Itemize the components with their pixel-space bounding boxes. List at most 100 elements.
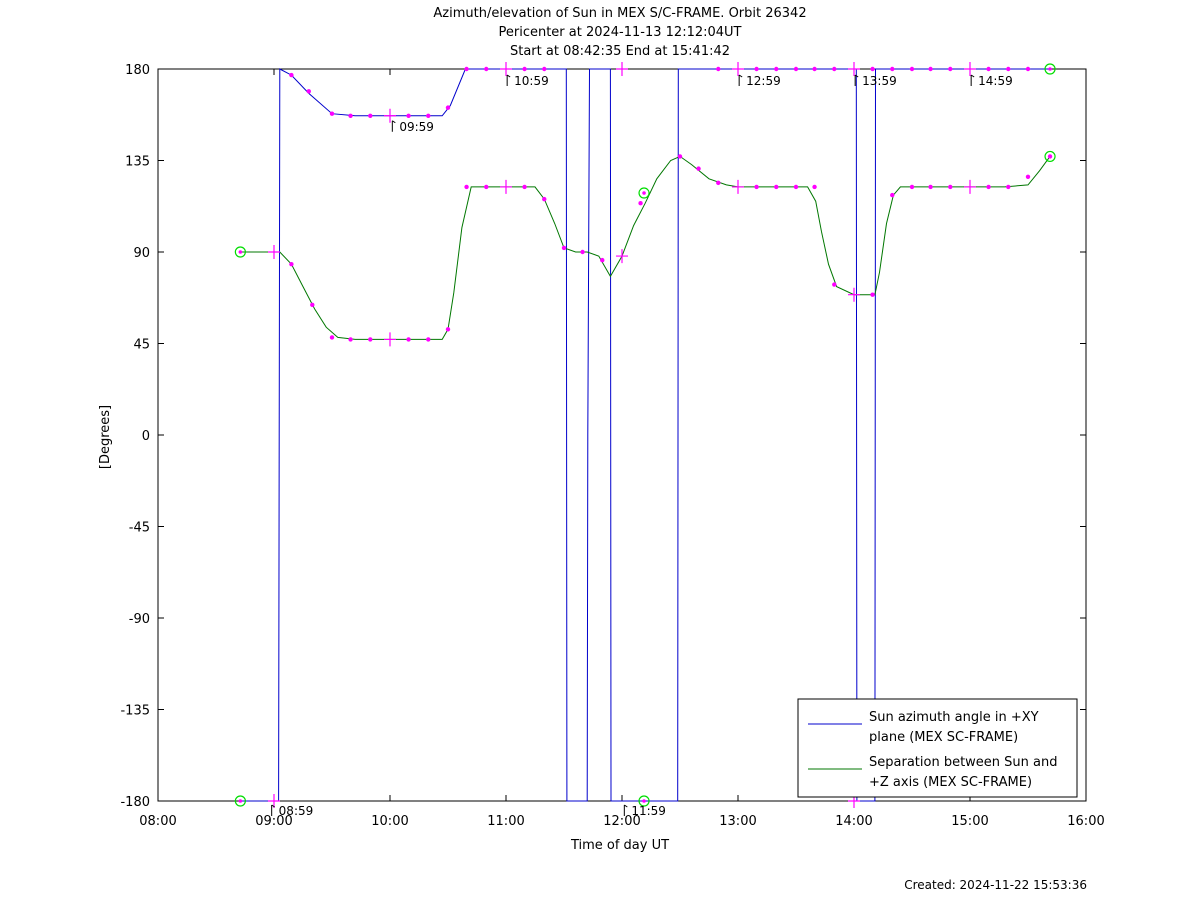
- endpoint-circle-marker: [1044, 63, 1056, 75]
- data-point-marker: [1025, 174, 1031, 179]
- data-point-marker: [754, 184, 759, 190]
- endpoint-dot-marker: [642, 799, 646, 803]
- data-point-marker: [484, 66, 489, 72]
- endpoint-circle-marker: [638, 187, 650, 199]
- y-tick-label: 0: [142, 429, 150, 444]
- time-annotation: 08:59: [279, 804, 314, 818]
- data-point-marker: [289, 72, 294, 78]
- data-point-marker: [426, 113, 431, 118]
- y-tick-label: -135: [120, 704, 150, 719]
- time-annotation: 12:59: [746, 74, 781, 88]
- data-point-marker: [948, 184, 953, 190]
- data-point-marker: [368, 337, 373, 342]
- data-point-marker: [890, 66, 895, 72]
- data-point-marker: [1006, 184, 1011, 190]
- endpoint-circle-marker: [234, 795, 246, 807]
- title-line: Pericenter at 2024-11-13 12:12:04UT: [498, 25, 741, 40]
- endpoint-dot-marker: [238, 799, 243, 803]
- hour-cross-marker: [268, 794, 280, 808]
- annotation-tick-hook: [624, 804, 628, 808]
- series-line-0: [240, 68, 1050, 802]
- legend-label: Sun azimuth angle in +XY: [869, 710, 1039, 725]
- data-point-marker: [909, 66, 915, 72]
- y-tick-label: -45: [129, 521, 150, 536]
- hour-cross-marker: [384, 332, 396, 347]
- data-point-marker: [870, 66, 875, 72]
- data-point-marker: [348, 337, 353, 342]
- data-point-marker: [522, 66, 527, 72]
- annotation-tick-hook: [738, 74, 743, 78]
- hour-cross-marker: [964, 62, 976, 76]
- x-tick-label: 10:00: [371, 814, 408, 829]
- data-point-marker: [464, 184, 469, 190]
- x-axis-label: Time of day UT: [570, 838, 669, 853]
- hour-cross-marker: [616, 249, 628, 264]
- time-annotation: 09:59: [399, 120, 434, 134]
- data-point-marker: [406, 337, 411, 342]
- hour-cross-marker: [500, 62, 512, 76]
- chart-title: Azimuth/elevation of Sun in MEX S/C-FRAM…: [433, 6, 806, 59]
- data-point-marker: [716, 66, 721, 72]
- data-point-marker: [445, 105, 451, 110]
- data-point-marker: [774, 66, 779, 72]
- data-point-marker: [754, 66, 759, 72]
- data-point-marker: [696, 166, 701, 171]
- created-timestamp: Created: 2024-11-22 15:53:36: [904, 878, 1087, 892]
- data-point-marker: [1025, 66, 1031, 72]
- data-point-marker: [445, 327, 451, 332]
- endpoint-dot-marker: [1048, 154, 1052, 159]
- data-point-marker: [909, 184, 915, 190]
- time-annotation: 13:59: [862, 74, 897, 88]
- hour-cross-marker: [964, 179, 976, 194]
- hour-cross-marker: [732, 62, 744, 76]
- x-tick-label: 09:00: [255, 814, 292, 829]
- annotation-tick-hook: [970, 74, 975, 78]
- data-point-marker: [716, 180, 721, 186]
- hour-cross-marker: [848, 62, 860, 76]
- annotation-tick-hook: [854, 74, 859, 78]
- hour-cross-marker: [268, 245, 280, 259]
- data-point-marker: [638, 201, 643, 206]
- x-tick-label: 16:00: [1067, 814, 1104, 829]
- data-point-marker: [542, 196, 547, 202]
- endpoint-circle-marker: [638, 795, 650, 807]
- x-tick-label: 08:00: [139, 814, 176, 829]
- data-point-marker: [580, 249, 585, 255]
- data-point-marker: [329, 335, 335, 340]
- x-tick-label: 11:00: [487, 814, 524, 829]
- y-tick-label: 135: [125, 155, 150, 170]
- data-point-marker: [542, 66, 547, 72]
- data-point-marker: [306, 89, 311, 94]
- title-line: Azimuth/elevation of Sun in MEX S/C-FRAM…: [433, 6, 806, 21]
- data-point-marker: [928, 184, 933, 190]
- data-point-marker: [677, 154, 683, 159]
- data-point-marker: [812, 66, 817, 72]
- x-tick-label: 15:00: [951, 814, 988, 829]
- data-point-marker: [774, 184, 779, 190]
- x-tick-label: 13:00: [719, 814, 756, 829]
- data-point-marker: [426, 337, 431, 342]
- legend-label: plane (MEX SC-FRAME): [869, 730, 1018, 745]
- data-point-marker: [368, 113, 373, 118]
- x-tick-label: 14:00: [835, 814, 872, 829]
- plot-area: [157, 68, 1087, 802]
- hour-cross-marker: [616, 62, 628, 76]
- legend-label: +Z axis (MEX SC-FRAME): [869, 775, 1032, 790]
- series-layer: [240, 68, 1051, 802]
- y-axis-label: [Degrees]: [98, 405, 113, 469]
- data-point-marker: [986, 184, 991, 190]
- hour-cross-marker: [848, 287, 860, 302]
- data-point-marker: [464, 66, 469, 72]
- annotation-layer: 08:59 09:59 10:59 11:59 12:59 13:59 14:59: [271, 74, 1013, 818]
- data-point-marker: [600, 257, 605, 263]
- y-tick-label: -90: [129, 612, 150, 627]
- time-annotation: 11:59: [631, 804, 666, 818]
- data-point-marker: [348, 113, 353, 118]
- data-point-marker: [948, 66, 953, 72]
- data-point-marker: [832, 66, 837, 72]
- time-annotation: 14:59: [978, 74, 1013, 88]
- legend: Sun azimuth angle in +XY plane (MEX SC-FR…: [797, 698, 1078, 798]
- data-point-marker: [832, 282, 837, 287]
- endpoint-dot-marker: [642, 191, 646, 195]
- data-point-marker: [561, 245, 567, 251]
